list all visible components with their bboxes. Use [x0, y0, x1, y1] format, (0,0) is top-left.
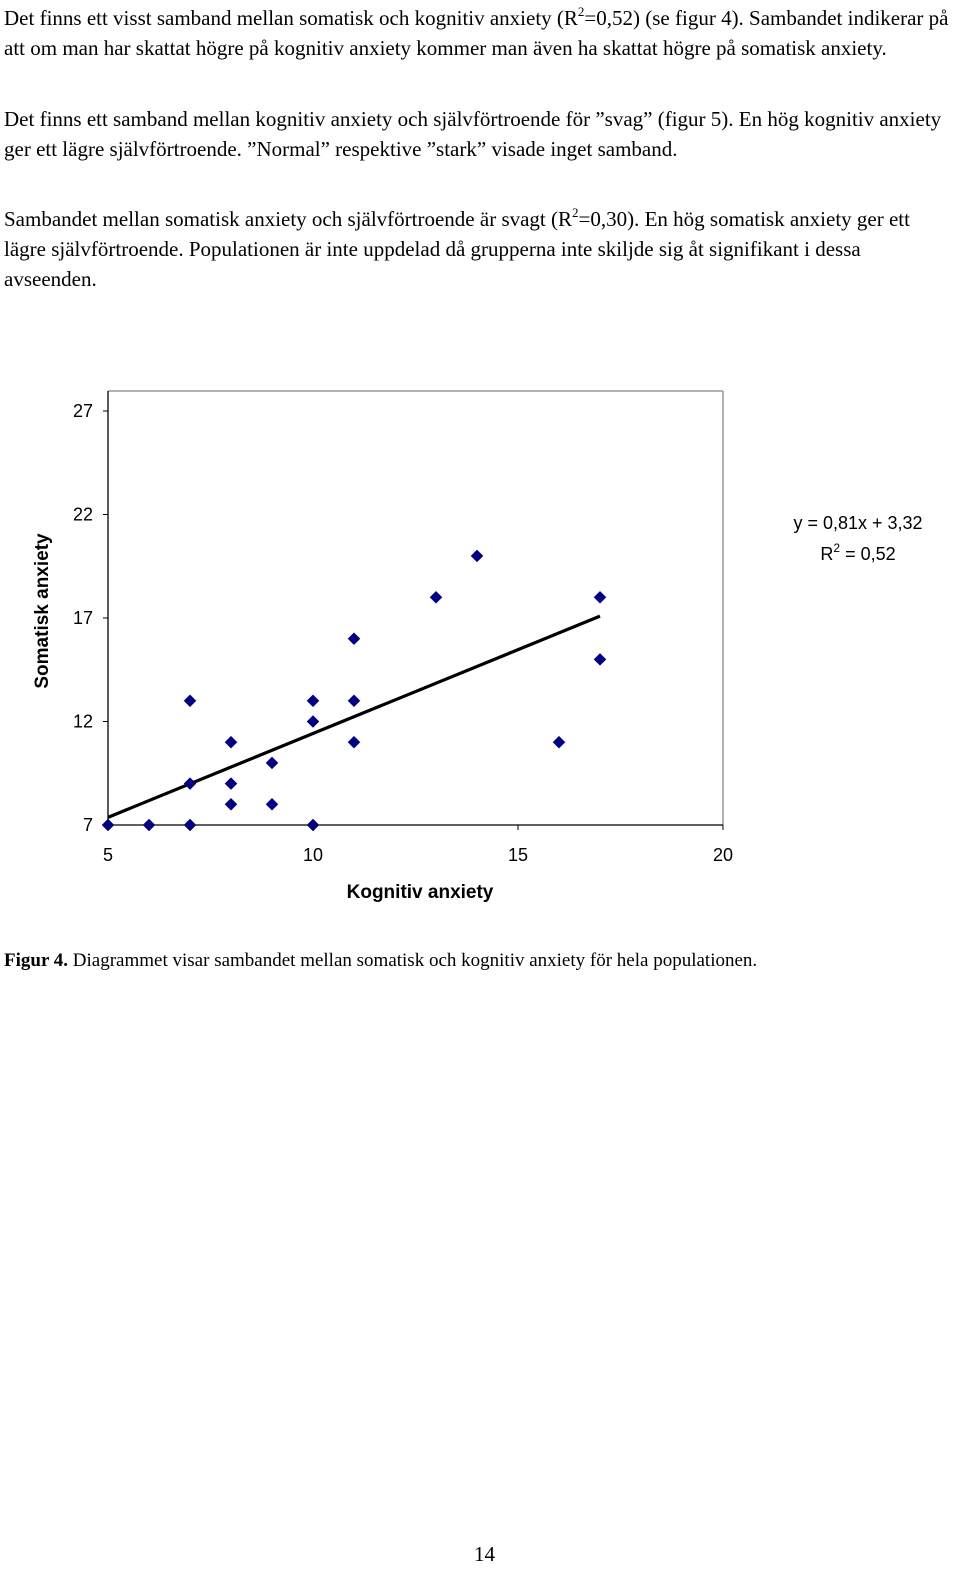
- paragraph-3-text-b: =0,30). En hög somatisk anxiety ger ett …: [4, 207, 910, 291]
- data-point: [306, 715, 320, 728]
- trendline-group: [107, 614, 601, 819]
- y-tick-label: 7: [83, 815, 93, 835]
- data-point: [265, 797, 279, 811]
- data-point: [224, 777, 238, 790]
- x-axis-ticks: 5 10 15 20: [103, 825, 733, 865]
- paragraph-1-text-a: Det finns ett visst samband mellan somat…: [4, 6, 578, 30]
- data-point: [101, 818, 115, 832]
- trendline-equation: y = 0,81x + 3,32: [793, 513, 922, 533]
- caption-label: Figur 4.: [4, 950, 69, 971]
- x-tick-label: 15: [508, 845, 528, 865]
- paragraph-3-superscript: 2: [572, 205, 579, 220]
- r-squared-value: = 0,52: [840, 544, 896, 564]
- data-point: [265, 756, 279, 770]
- data-point: [183, 818, 197, 832]
- paragraph-1: Det finns ett visst samband mellan somat…: [4, 3, 956, 63]
- r-squared-superscript: 2: [833, 541, 840, 555]
- data-point: [183, 777, 197, 790]
- y-axis-label: Somatisk anxiety: [32, 533, 53, 689]
- paragraph-1-text-b: =0,52) (se figur 4). Sambandet indikerar…: [4, 6, 949, 60]
- data-point: [347, 694, 361, 708]
- figure-caption: Figur 4. Diagrammet visar sambandet mell…: [4, 948, 757, 974]
- trendline: [107, 614, 601, 819]
- data-point: [470, 549, 484, 563]
- y-tick-label: 22: [73, 505, 93, 525]
- x-tick-label: 20: [713, 845, 733, 865]
- data-point: [347, 632, 361, 646]
- y-tick-label: 12: [73, 712, 93, 732]
- data-point: [224, 797, 238, 811]
- scatter-chart: 7 12 17 22 27 5 10 15 20 Somatisk anxiety Kogni…: [32, 390, 923, 903]
- x-axis-label: Kognitiv anxiety: [347, 882, 494, 903]
- data-point: [224, 735, 238, 749]
- data-point: [429, 590, 443, 604]
- data-points: [101, 549, 607, 832]
- data-point: [142, 818, 156, 832]
- data-point: [306, 694, 320, 708]
- x-tick-label: 10: [303, 845, 323, 865]
- x-tick-label: 5: [103, 845, 113, 865]
- paragraph-2-text: Det finns ett samband mellan kognitiv an…: [4, 107, 942, 161]
- y-tick-label: 27: [73, 401, 93, 421]
- paragraph-3-text-a: Sambandet mellan somatisk anxiety och sj…: [4, 207, 573, 231]
- y-axis-ticks: 7 12 17 22 27: [73, 401, 108, 835]
- plot-frame: [107, 390, 724, 826]
- r-squared-label: R2 = 0,52: [820, 541, 895, 564]
- paragraph-1-superscript: 2: [577, 4, 585, 19]
- paragraph-2: Det finns ett samband mellan kognitiv an…: [4, 104, 956, 164]
- paragraph-3: Sambandet mellan somatisk anxiety och sj…: [4, 204, 956, 294]
- y-tick-label: 17: [73, 608, 93, 628]
- r-squared-prefix: R: [820, 544, 833, 564]
- data-point: [306, 818, 320, 832]
- data-point: [593, 590, 607, 604]
- caption-text: Diagrammet visar sambandet mellan somati…: [68, 950, 758, 971]
- data-point: [347, 735, 361, 749]
- data-point: [593, 653, 607, 666]
- page-number: 14: [474, 1542, 495, 1566]
- data-point: [183, 694, 197, 708]
- data-point: [552, 735, 566, 749]
